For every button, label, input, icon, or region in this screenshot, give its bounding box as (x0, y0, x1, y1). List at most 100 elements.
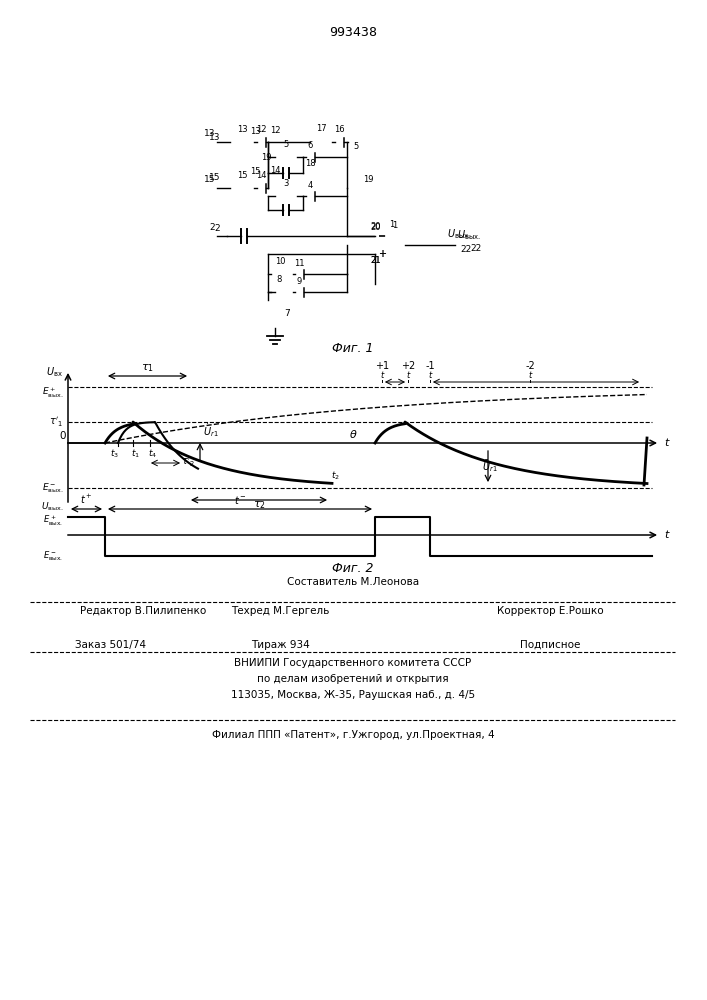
Text: Фиг. 1: Фиг. 1 (332, 342, 374, 355)
Polygon shape (306, 152, 315, 161)
Text: 20: 20 (370, 222, 381, 231)
Text: 0: 0 (59, 431, 66, 441)
Polygon shape (270, 180, 280, 190)
Polygon shape (335, 137, 344, 146)
Polygon shape (257, 137, 266, 146)
Text: 21: 21 (370, 256, 381, 265)
Text: по делам изобретений и открытия: по делам изобретений и открытия (257, 674, 449, 684)
Text: $t^-$: $t^-$ (233, 494, 247, 506)
Text: t: t (380, 371, 384, 380)
Text: +1: +1 (375, 361, 389, 371)
Text: 20: 20 (370, 223, 381, 232)
Text: 4: 4 (308, 180, 313, 190)
Text: 10: 10 (275, 257, 285, 266)
Polygon shape (375, 230, 405, 260)
Circle shape (346, 290, 349, 294)
Text: 17: 17 (316, 124, 327, 133)
Text: 12: 12 (270, 126, 280, 135)
Circle shape (267, 186, 269, 190)
Text: −: − (378, 231, 386, 241)
Bar (271, 287, 293, 297)
Text: 5: 5 (354, 142, 358, 151)
Text: $U_{\rm вх}$: $U_{\rm вх}$ (46, 365, 63, 379)
Bar (243, 180, 267, 190)
Text: 8: 8 (276, 275, 281, 284)
Bar (271, 269, 293, 279)
Bar (230, 136, 254, 147)
Text: $\tau'_1$: $\tau'_1$ (49, 415, 63, 429)
Text: 1: 1 (390, 220, 395, 229)
Text: Составитель М.Леонова: Составитель М.Леонова (287, 577, 419, 587)
Bar (243, 139, 267, 150)
Text: $E^+_{\rm вых.}$: $E^+_{\rm вых.}$ (42, 386, 63, 400)
Text: 5: 5 (283, 140, 288, 149)
Circle shape (346, 140, 349, 143)
Bar (230, 182, 254, 194)
Text: $\bar{U}_{r1}$: $\bar{U}_{r1}$ (482, 458, 498, 474)
Polygon shape (295, 288, 304, 296)
Polygon shape (270, 140, 280, 150)
Text: +: + (378, 249, 386, 259)
Text: $E^+_{\rm вых.}$: $E^+_{\rm вых.}$ (43, 514, 63, 528)
Text: 22: 22 (470, 244, 481, 253)
Text: 113035, Москва, Ж-35, Раушская наб., д. 4/5: 113035, Москва, Ж-35, Раушская наб., д. … (231, 690, 475, 700)
Text: 13: 13 (250, 127, 260, 136)
Text: $U_{\rm вых.}$: $U_{\rm вых.}$ (457, 228, 481, 242)
Text: $\tau'_2$: $\tau'_2$ (181, 455, 195, 469)
Bar (347, 155, 369, 165)
Polygon shape (295, 269, 304, 278)
Text: 13: 13 (209, 133, 220, 142)
Text: 9: 9 (297, 276, 302, 286)
Text: 15: 15 (209, 173, 220, 182)
Polygon shape (257, 184, 266, 192)
Text: t: t (528, 371, 532, 380)
Text: 13: 13 (204, 129, 215, 138)
Text: 2: 2 (209, 223, 215, 232)
Text: $\tau_2$: $\tau_2$ (252, 499, 265, 511)
Text: 1: 1 (392, 221, 397, 230)
Text: +: + (378, 249, 386, 259)
Text: Корректор Е.Рошко: Корректор Е.Рошко (497, 606, 603, 616)
Text: $t_4$: $t_4$ (148, 447, 158, 460)
Bar (310, 136, 332, 147)
Polygon shape (375, 230, 405, 260)
Text: 13: 13 (237, 124, 247, 133)
Text: Тираж 934: Тираж 934 (250, 640, 310, 650)
Text: $U_{\rm вых.}$: $U_{\rm вых.}$ (41, 501, 63, 513)
Text: 15: 15 (204, 175, 215, 184)
Text: Фиг. 2: Фиг. 2 (332, 562, 374, 575)
Text: 16: 16 (334, 125, 345, 134)
Text: 993438: 993438 (329, 26, 377, 39)
Text: $\theta$: $\theta$ (349, 428, 358, 440)
Text: -2: -2 (525, 361, 535, 371)
Text: 14: 14 (270, 166, 280, 175)
Text: t: t (428, 371, 432, 380)
Text: 14: 14 (256, 172, 267, 180)
Text: $t_1$: $t_1$ (132, 447, 141, 460)
Text: t: t (664, 438, 668, 448)
Text: $E^-_{\rm вых.}$: $E^-_{\rm вых.}$ (43, 549, 63, 563)
Text: 19: 19 (261, 153, 271, 162)
Circle shape (267, 155, 269, 158)
Text: t: t (407, 371, 409, 380)
Text: 11: 11 (294, 258, 305, 267)
Text: $\tau_1$: $\tau_1$ (141, 362, 154, 374)
Text: t: t (664, 530, 668, 540)
Text: 12: 12 (256, 125, 267, 134)
Circle shape (267, 140, 269, 143)
Text: Филиал ППП «Патент», г.Ужгород, ул.Проектная, 4: Филиал ППП «Патент», г.Ужгород, ул.Проек… (211, 730, 494, 740)
Circle shape (267, 172, 269, 174)
Text: 22: 22 (460, 245, 472, 254)
Text: $\dot{U}_{r1}$: $\dot{U}_{r1}$ (203, 422, 218, 439)
Text: $t_3$: $t_3$ (110, 447, 119, 460)
Text: $U_{\rm вых.}$: $U_{\rm вых.}$ (447, 227, 471, 241)
Text: 2: 2 (214, 224, 220, 233)
Text: 7: 7 (284, 310, 290, 318)
Text: 18: 18 (305, 158, 316, 167)
Text: Подписное: Подписное (520, 640, 580, 650)
Text: 19: 19 (363, 175, 373, 184)
Text: 21: 21 (370, 256, 381, 265)
Text: $t^+$: $t^+$ (80, 493, 93, 506)
Text: Редактор В.Пилипенко: Редактор В.Пилипенко (80, 606, 206, 616)
Bar (261, 308, 289, 320)
